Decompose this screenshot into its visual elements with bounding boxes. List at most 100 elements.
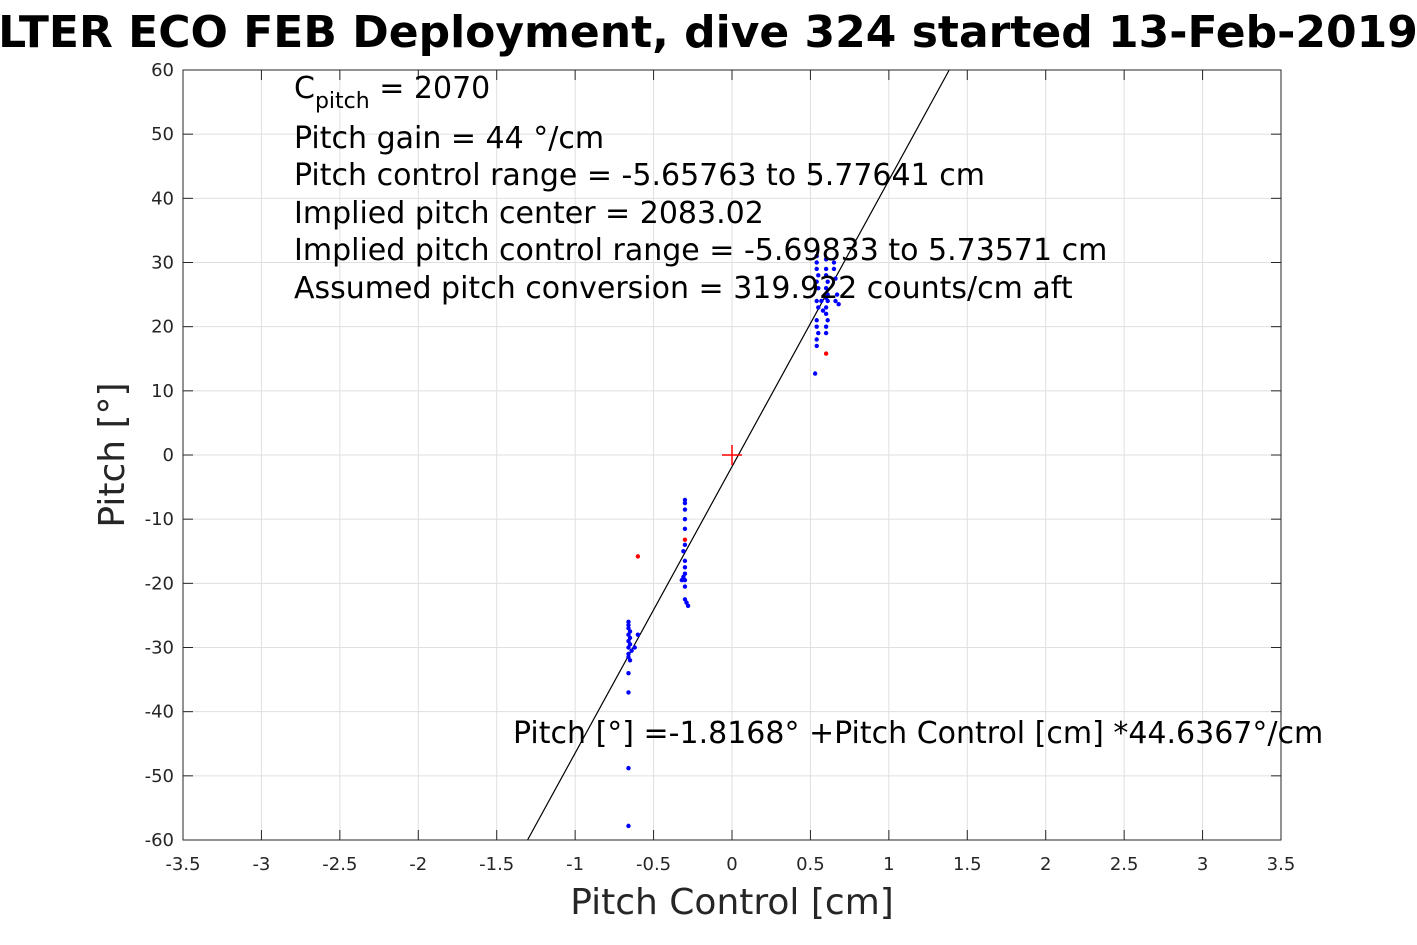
data-point (836, 302, 841, 307)
annotation-pitch-control-range: Pitch control range = -5.65763 to 5.7764… (294, 158, 985, 193)
data-point (825, 298, 830, 304)
annotation-implied-pitch-center: Implied pitch center = 2083.02 (294, 196, 764, 231)
x-tick-labels: -3.5 -3 -2.5 -2 -1.5 -1 -0.5 0 0.5 1 1.5 2 2.5 3 3.5 (165, 854, 1295, 875)
y-tick-label: -30 (145, 638, 174, 659)
data-point (679, 577, 685, 583)
data-point (814, 260, 819, 265)
y-tick-labels: 60 50 40 30 20 10 0 -10 -20 -30 -40 -50 -60 (145, 60, 174, 851)
annotation-implied-control-range: Implied pitch control range = -5.69833 t… (294, 233, 1107, 268)
data-point (682, 584, 688, 589)
data-point (816, 273, 821, 278)
data-point (814, 337, 819, 342)
data-point (820, 308, 826, 313)
x-tick-label: -3 (252, 854, 270, 875)
data-point (814, 253, 819, 259)
x-tick-label: 2 (1040, 854, 1051, 875)
x-tick-label: 0.5 (796, 854, 825, 875)
data-point (626, 670, 631, 676)
data-point (626, 645, 631, 650)
y-tick-label: -10 (145, 509, 174, 530)
x-tick-label: 3 (1197, 854, 1208, 875)
data-point (816, 330, 821, 336)
data-point (626, 823, 631, 829)
data-point (626, 690, 631, 695)
data-point (629, 648, 634, 653)
center-marker (722, 445, 742, 465)
annotation-pitch-conversion: Assumed pitch conversion = 319.922 count… (294, 271, 1073, 306)
data-point (682, 497, 688, 503)
data-point (682, 507, 688, 512)
data-point (812, 371, 818, 376)
data-point (682, 542, 688, 548)
data-point (833, 276, 838, 281)
chart-title: LTER ECO FEB Deployment, dive 324 starte… (0, 7, 1417, 58)
x-tick-label: -1.5 (479, 854, 514, 875)
data-point (682, 516, 688, 522)
annotation-c-pitch: Cpitch = 2070 (294, 71, 490, 114)
data-point (681, 549, 686, 554)
x-tick-label: -3.5 (165, 854, 200, 875)
x-tick-label: -0.5 (636, 854, 671, 875)
data-point (627, 658, 633, 663)
data-point (682, 558, 688, 564)
data-point (816, 305, 821, 310)
data-point (816, 285, 821, 291)
x-tick-label: 0 (726, 854, 737, 875)
data-point (814, 318, 819, 323)
x-tick-label: -1 (566, 854, 584, 875)
y-tick-label: 30 (151, 253, 174, 274)
data-point (823, 305, 829, 310)
data-point (632, 645, 637, 650)
data-point (823, 257, 829, 262)
data-point (823, 324, 829, 329)
y-tick-label: 10 (151, 381, 174, 402)
y-tick-label: -40 (145, 702, 174, 723)
data-point (825, 318, 830, 323)
x-tick-label: -2 (409, 854, 427, 875)
y-tick-label: -20 (145, 573, 174, 594)
y-tick-label: 0 (163, 445, 174, 466)
data-point (682, 537, 688, 542)
data-point (682, 577, 688, 583)
data-point (823, 273, 829, 278)
data-point (626, 765, 631, 771)
data-point (819, 298, 824, 304)
x-tick-label: 3.5 (1267, 854, 1296, 875)
y-tick-label: -50 (145, 766, 174, 787)
data-point (682, 526, 688, 531)
data-point (823, 351, 829, 356)
data-point (823, 330, 829, 336)
data-point (831, 266, 837, 272)
data-point (814, 279, 819, 284)
y-axis-label: Pitch [°] (92, 382, 133, 527)
data-point (626, 619, 631, 625)
data-point (626, 622, 631, 628)
data-point (833, 298, 838, 304)
annotation-pitch-gain: Pitch gain = 44 °/cm (294, 121, 604, 156)
y-tick-label: 40 (151, 188, 174, 209)
data-point (834, 292, 840, 297)
plot-frame (182, 69, 1282, 841)
data-point (626, 651, 631, 657)
data-point (635, 554, 641, 559)
data-point (814, 324, 819, 329)
x-axis-label: Pitch Control [cm] (570, 882, 894, 923)
data-point (814, 343, 819, 349)
data-points (626, 253, 841, 829)
y-tick-label: 60 (151, 60, 174, 81)
data-point (823, 266, 829, 272)
data-point (635, 632, 641, 637)
data-point (685, 603, 691, 608)
data-point (823, 311, 829, 317)
data-point (682, 565, 688, 570)
y-tick-label: 20 (151, 317, 174, 338)
x-tick-label: 1.5 (953, 854, 982, 875)
y-tick-label: -60 (145, 830, 174, 851)
data-point (814, 266, 819, 272)
data-point (831, 260, 837, 265)
data-point (825, 279, 830, 284)
data-point (682, 500, 688, 506)
x-tick-label: -2.5 (322, 854, 357, 875)
y-tick-label: 50 (151, 124, 174, 145)
